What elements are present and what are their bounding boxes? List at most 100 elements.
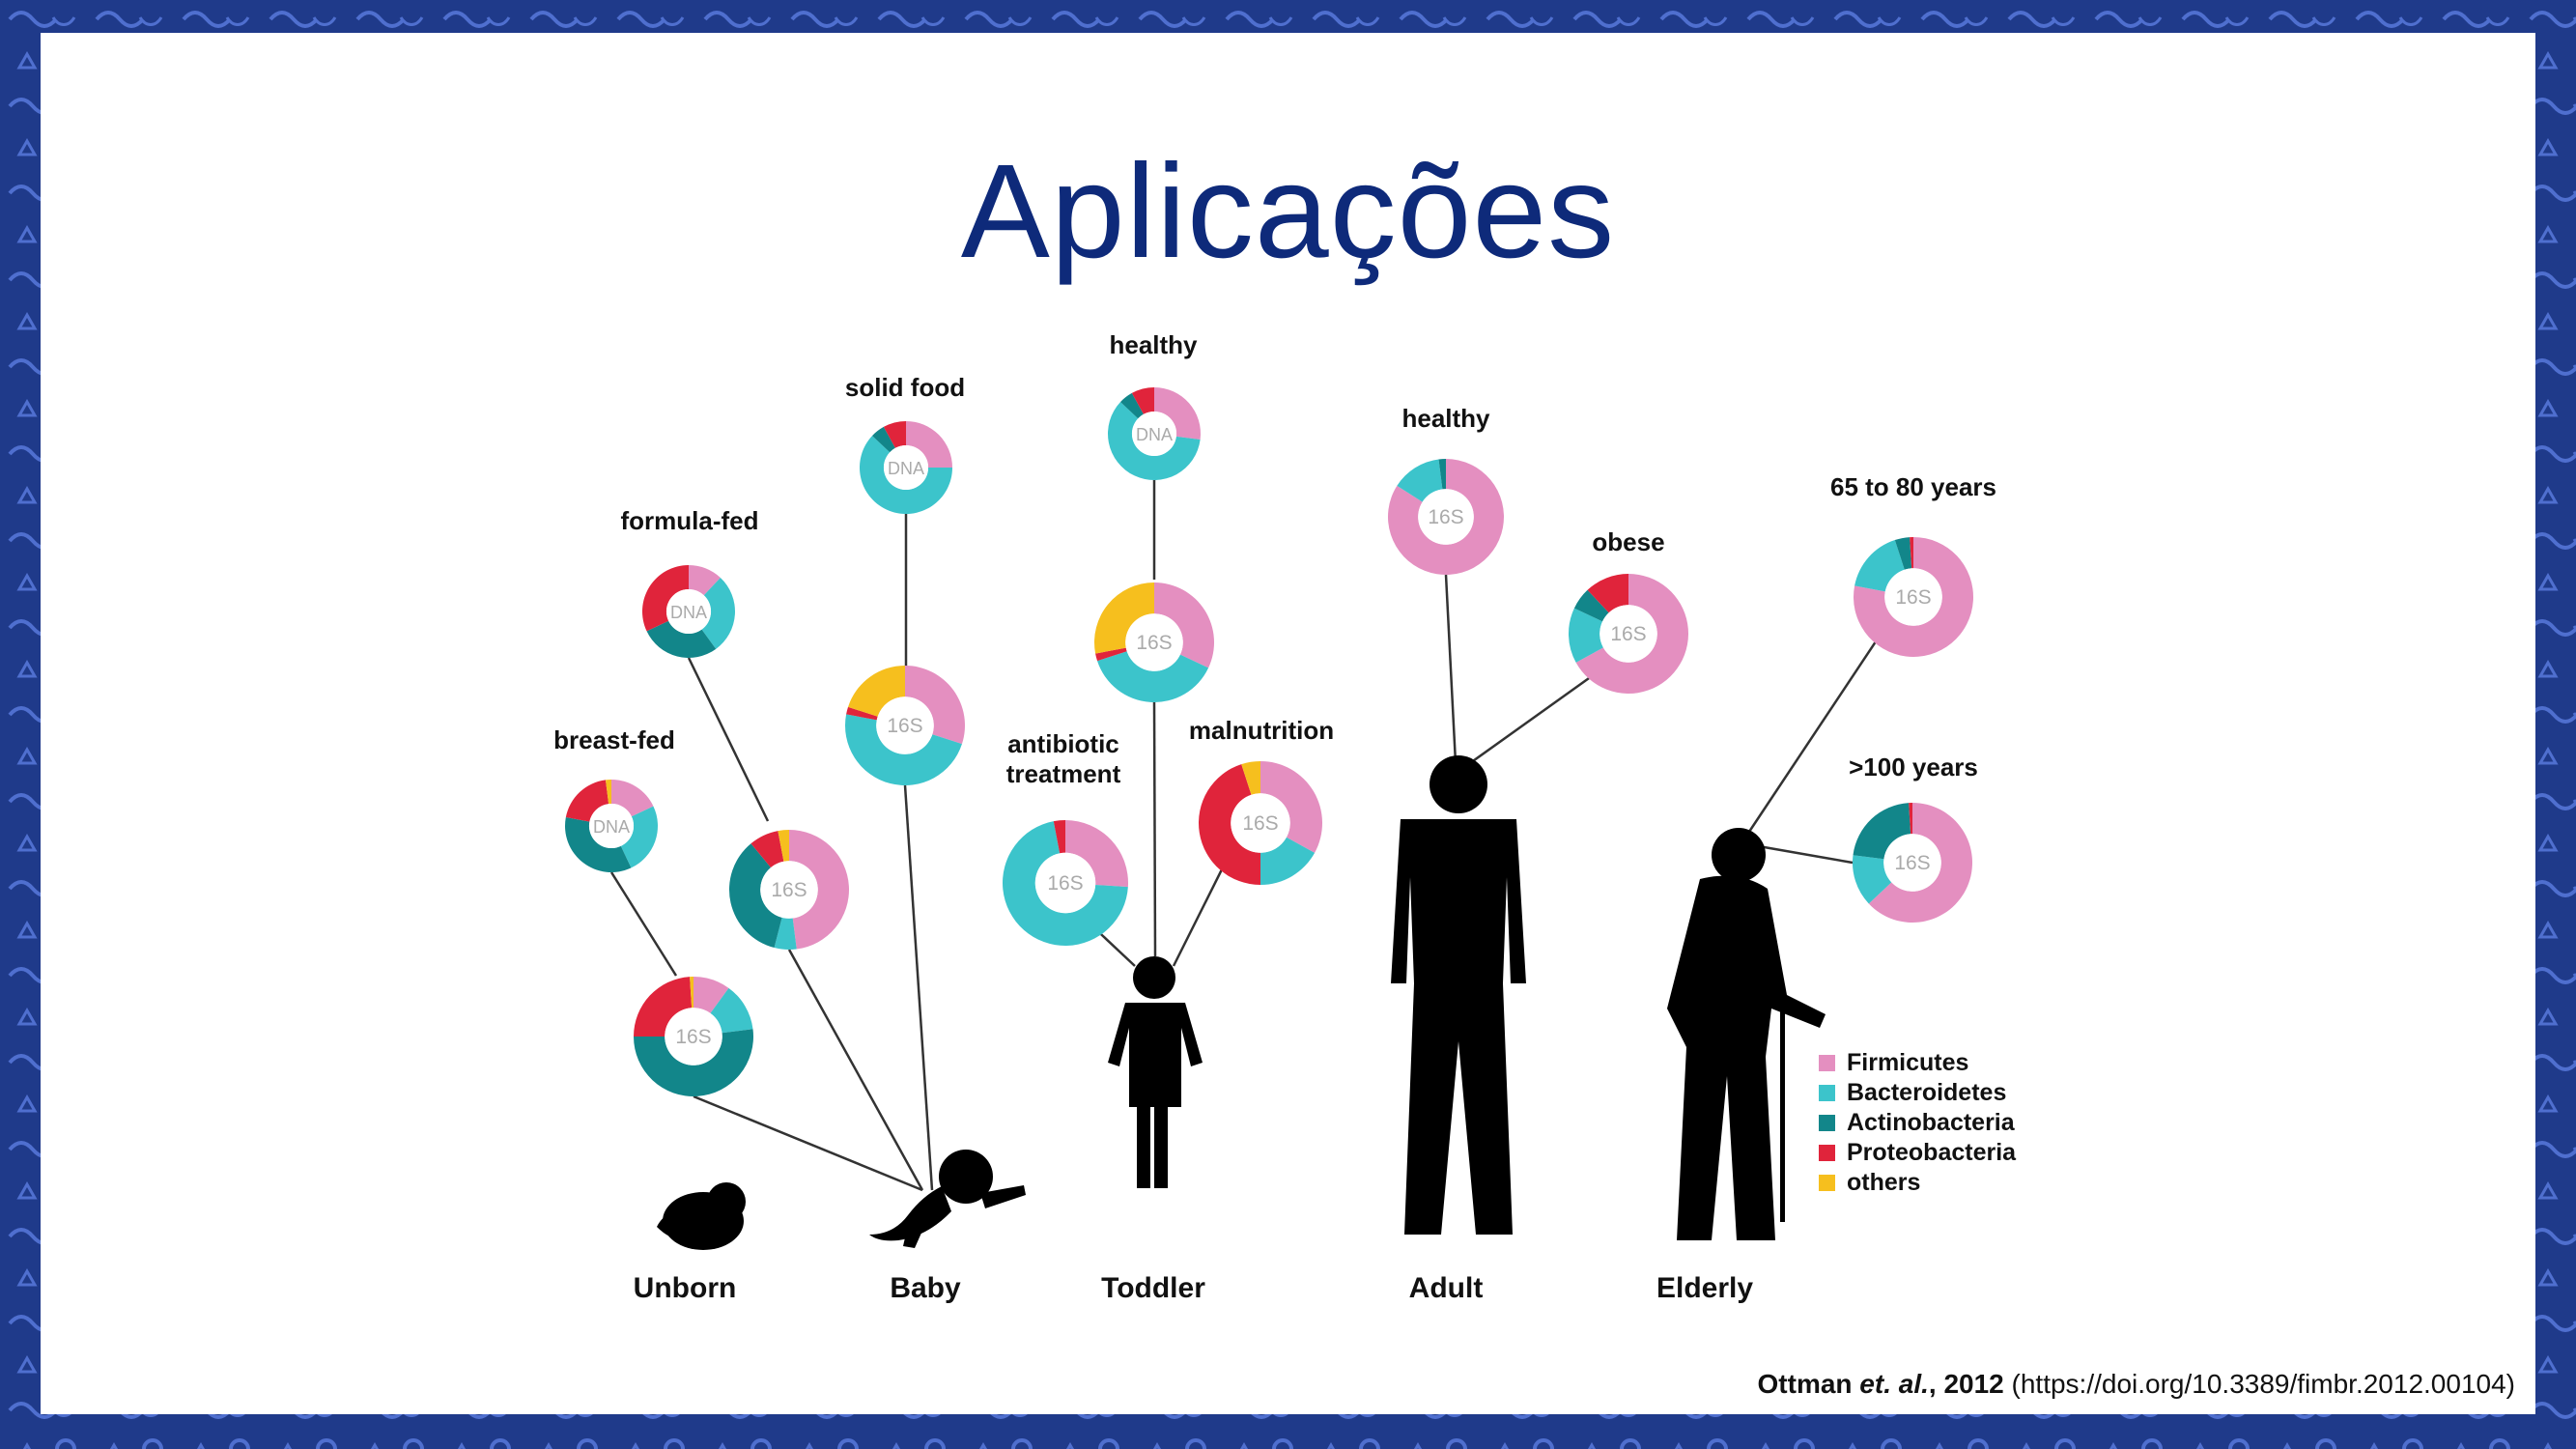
donut-slice-proteobacteria	[1095, 647, 1127, 662]
legend-swatch	[1819, 1175, 1835, 1191]
donut-slice-others	[605, 780, 611, 805]
donut-slice-firmicutes	[1154, 582, 1214, 668]
donut-chart: 16S	[729, 830, 849, 950]
legend-label: Proteobacteria	[1847, 1139, 2017, 1166]
legend: Firmicutes Bacteroidetes Actinobacteria Pro…	[1819, 1049, 2017, 1196]
connector-line	[1752, 843, 1854, 865]
donut-chart: 16S	[634, 977, 753, 1096]
donut-slice-actinobacteria	[1120, 392, 1144, 419]
donut-chart: DNA solid food	[845, 373, 965, 514]
donut-slice-firmicutes	[1868, 803, 1972, 923]
donut-slice-proteobacteria	[1053, 820, 1065, 854]
connector-line	[1741, 638, 1879, 841]
donut-slice-firmicutes	[905, 666, 965, 745]
donut-slice-others	[848, 666, 905, 717]
donut-hole	[1884, 568, 1942, 626]
donut-slice-firmicutes	[906, 421, 952, 468]
donut-condition-label: solid food	[845, 373, 965, 402]
legend-label: Bacteroidetes	[1847, 1079, 2006, 1106]
donut-hole	[588, 803, 635, 849]
donut-slice-firmicutes	[1260, 761, 1322, 853]
donut-slice-bacteroidetes	[1097, 651, 1209, 702]
stage-label: Unborn	[634, 1272, 737, 1304]
connector-line	[693, 1094, 923, 1192]
donut-condition-label: treatment	[1006, 759, 1121, 788]
donut-method-label: DNA	[670, 603, 707, 622]
legend-label: Actinobacteria	[1847, 1109, 2016, 1136]
donut-slice-bacteroidetes	[710, 987, 753, 1034]
donut-method-label: 16S	[1895, 586, 1931, 609]
donut-condition-label: obese	[1592, 527, 1664, 556]
donut-slice-bacteroidetes	[845, 714, 962, 785]
stage-labels: Unborn Baby Toddler Adult Elderly	[634, 1272, 1754, 1304]
legend-swatch	[1819, 1085, 1835, 1101]
donut-slice-bacteroidetes	[1108, 402, 1201, 481]
donut-method-label: 16S	[1428, 506, 1463, 528]
donut-slice-bacteroidetes	[1854, 540, 1905, 592]
donut-slice-bacteroidetes	[1260, 837, 1316, 885]
donut-slice-firmicutes	[611, 780, 654, 817]
stage-label: Elderly	[1656, 1272, 1753, 1304]
donut-slice-firmicutes	[1388, 459, 1504, 576]
donut-method-label: 16S	[1610, 623, 1646, 645]
donut-slice-actinobacteria	[1573, 589, 1609, 622]
adult-silhouette	[1391, 755, 1526, 1235]
donut-chart: 16S healthy	[1388, 404, 1504, 576]
citation: Ottman et. al., 2012 (https://doi.org/10…	[1758, 1369, 2515, 1400]
stage-label: Baby	[890, 1272, 961, 1304]
donut-method-label: 16S	[1242, 812, 1278, 835]
donut-slice-proteobacteria	[1587, 574, 1628, 613]
donut-method-label: 16S	[1047, 872, 1083, 895]
connector-line	[903, 784, 934, 1191]
donut-slice-proteobacteria	[1910, 537, 1913, 569]
baby-silhouette	[869, 1150, 1026, 1248]
donut-hole	[665, 588, 712, 635]
legend-label: others	[1847, 1169, 1920, 1196]
connector-line	[1152, 701, 1157, 957]
life-stage-silhouettes	[657, 755, 1826, 1250]
donut-condition-label: >100 years	[1849, 753, 1978, 781]
donut-chart: DNA healthy	[1108, 330, 1201, 481]
donut-condition-label: healthy	[1109, 330, 1198, 359]
donut-hole	[1034, 852, 1096, 914]
donut-chart: 16S 65 to 80 years	[1830, 472, 1996, 658]
donut-chart: 16S obese	[1568, 527, 1688, 695]
donut-charts: 16S DNA breast-fed DNA formula-fed 16S DNA soli…	[553, 330, 1996, 1096]
donut-slice-actinobacteria	[729, 843, 782, 949]
donut-slice-bacteroidetes	[1568, 608, 1603, 663]
donut-hole	[1883, 834, 1941, 892]
legend-swatch	[1819, 1115, 1835, 1131]
donut-slice-proteobacteria	[634, 977, 693, 1037]
donut-condition-label: healthy	[1401, 404, 1490, 433]
donut-slice-firmicutes	[1065, 820, 1128, 888]
citation-doi: (https://doi.org/10.3389/fimbr.2012.0010…	[2003, 1369, 2515, 1399]
donut-slice-firmicutes	[1575, 574, 1688, 695]
donut-chart: DNA formula-fed	[621, 506, 759, 658]
donut-hole	[1599, 605, 1657, 663]
slide-title: Aplicações	[960, 137, 1616, 286]
donut-hole	[1125, 613, 1183, 671]
elderly-silhouette	[1667, 828, 1826, 1240]
connector-line	[787, 949, 924, 1191]
donut-slice-bacteroidetes	[860, 436, 953, 514]
donut-slice-proteobacteria	[750, 831, 784, 868]
donut-method-label: DNA	[888, 459, 924, 478]
toddler-silhouette	[1108, 956, 1203, 1188]
citation-year: , 2012	[1928, 1369, 2004, 1399]
donut-hole	[876, 696, 934, 754]
donut-slice-actinobacteria	[1438, 459, 1446, 490]
donut-slice-actinobacteria	[565, 817, 632, 872]
connector-line	[687, 657, 770, 822]
legend-label: Firmicutes	[1847, 1049, 1968, 1076]
donut-slice-firmicutes	[1853, 537, 1973, 658]
donut-hole	[760, 861, 818, 919]
donut-slice-actinobacteria	[1894, 537, 1912, 570]
donut-hole	[665, 1008, 722, 1065]
connector-lines	[609, 480, 1879, 1192]
donut-method-label: 16S	[1894, 852, 1930, 874]
donut-slice-actinobacteria	[1853, 803, 1911, 860]
donut-hole	[1418, 489, 1474, 545]
stage-label: Adult	[1409, 1272, 1484, 1304]
citation-etal: et. al.	[1859, 1369, 1929, 1399]
